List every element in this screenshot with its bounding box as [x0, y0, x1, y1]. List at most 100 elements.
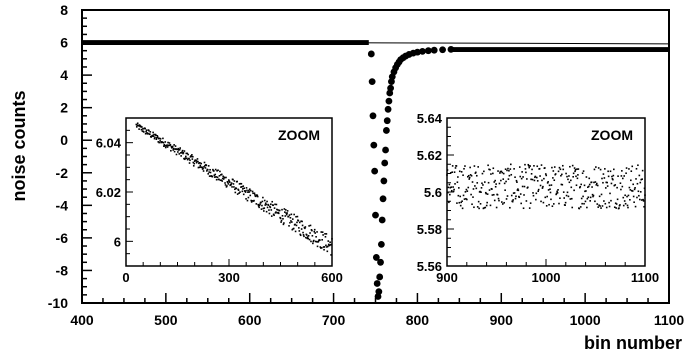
inset-point [480, 191, 482, 193]
inset-point [268, 212, 271, 215]
inset-point [197, 160, 199, 163]
inset-point [288, 214, 291, 216]
data-point [430, 46, 438, 54]
inset-point [488, 189, 491, 191]
inset-point [609, 170, 612, 173]
inset-point [643, 205, 645, 208]
inset-point [188, 162, 191, 164]
inset-point [321, 231, 324, 233]
inset-point [214, 173, 217, 176]
inset-point [507, 178, 510, 180]
inset-point [310, 240, 312, 243]
inset-point [204, 164, 206, 167]
inset-point [566, 175, 568, 178]
inset-point [480, 187, 483, 189]
inset-point [258, 206, 260, 209]
inset-point [639, 191, 642, 193]
inset-point [595, 182, 598, 185]
inset-point [568, 181, 571, 184]
inset-point [255, 203, 258, 205]
data-point [447, 45, 455, 53]
inset-point [227, 181, 229, 184]
inset-point [550, 184, 553, 186]
inset-point [456, 202, 458, 204]
inset-point [516, 189, 519, 191]
inset-point [331, 237, 333, 240]
inset-point [211, 175, 214, 178]
inset-point [535, 176, 538, 179]
inset-point [467, 174, 470, 177]
inset-point [162, 141, 165, 144]
inset-point [482, 184, 484, 186]
inset-point [456, 181, 459, 184]
inset-zoom-label: ZOOM [591, 127, 633, 143]
inset-point [453, 171, 456, 173]
inset-point [600, 193, 603, 196]
inset-point [520, 177, 523, 180]
inset-point [452, 186, 454, 188]
inset-point [307, 237, 309, 240]
inset-point [641, 178, 643, 180]
inset-point [582, 170, 585, 172]
inset-point [289, 221, 291, 224]
inset-point [157, 137, 160, 140]
inset-point [135, 126, 138, 128]
inset-point [237, 189, 240, 191]
inset-point [600, 207, 602, 209]
inset-point [580, 183, 583, 186]
inset-point [614, 202, 617, 205]
inset-point [538, 167, 541, 170]
inset-point [452, 190, 455, 193]
inset-point [258, 204, 261, 207]
inset-point [239, 191, 241, 193]
inset-point [501, 201, 503, 203]
inset-point [510, 173, 513, 176]
inset-point [293, 213, 295, 216]
inset-point [172, 147, 175, 150]
inset-point [241, 188, 244, 190]
inset-point [178, 148, 181, 151]
inset-point [316, 245, 319, 248]
inset-point [166, 146, 169, 148]
inset-point [479, 190, 481, 193]
inset-point [542, 185, 544, 188]
inset-point [540, 164, 543, 166]
inset-point [490, 173, 492, 175]
inset-point [518, 166, 521, 168]
inset-point [257, 203, 260, 206]
inset-point [203, 165, 205, 168]
inset-point [249, 189, 252, 192]
inset-point [324, 233, 326, 235]
zoom-inset-right: 900 1000 1100 5.56 5.58 5.6 5.62 5.64 ZOOM [417, 111, 659, 285]
inset-point [637, 190, 640, 193]
inset-point [606, 185, 609, 187]
inset-point [544, 173, 547, 175]
inset-point [252, 192, 254, 195]
inset-point [275, 203, 278, 206]
inset-point [598, 204, 600, 207]
inset-point [199, 166, 202, 168]
inset-point [224, 182, 226, 184]
inset-point [158, 137, 161, 140]
inset-point [193, 160, 196, 162]
inset-point [140, 128, 143, 131]
inset-point [493, 199, 496, 202]
inset-point [244, 190, 246, 192]
inset-point [520, 202, 522, 205]
inset-point [585, 190, 587, 192]
inset-point [642, 200, 645, 202]
inset-point [475, 187, 478, 190]
main-plot: 400 500 600 700 800 900 1000 1100 -10 -8 -6 -4 -2 0 2 4… [48, 2, 685, 328]
inset-point [598, 195, 601, 198]
inset-point [628, 186, 631, 189]
inset-point [575, 175, 577, 178]
inset-point [167, 141, 169, 144]
inset-point [299, 234, 302, 237]
inset-point [492, 172, 494, 175]
inset-point [159, 138, 162, 140]
inset-point [592, 194, 595, 197]
inset-point [469, 174, 472, 176]
inset-point [466, 198, 468, 201]
inset-point [278, 209, 281, 212]
inset-point [623, 200, 626, 202]
